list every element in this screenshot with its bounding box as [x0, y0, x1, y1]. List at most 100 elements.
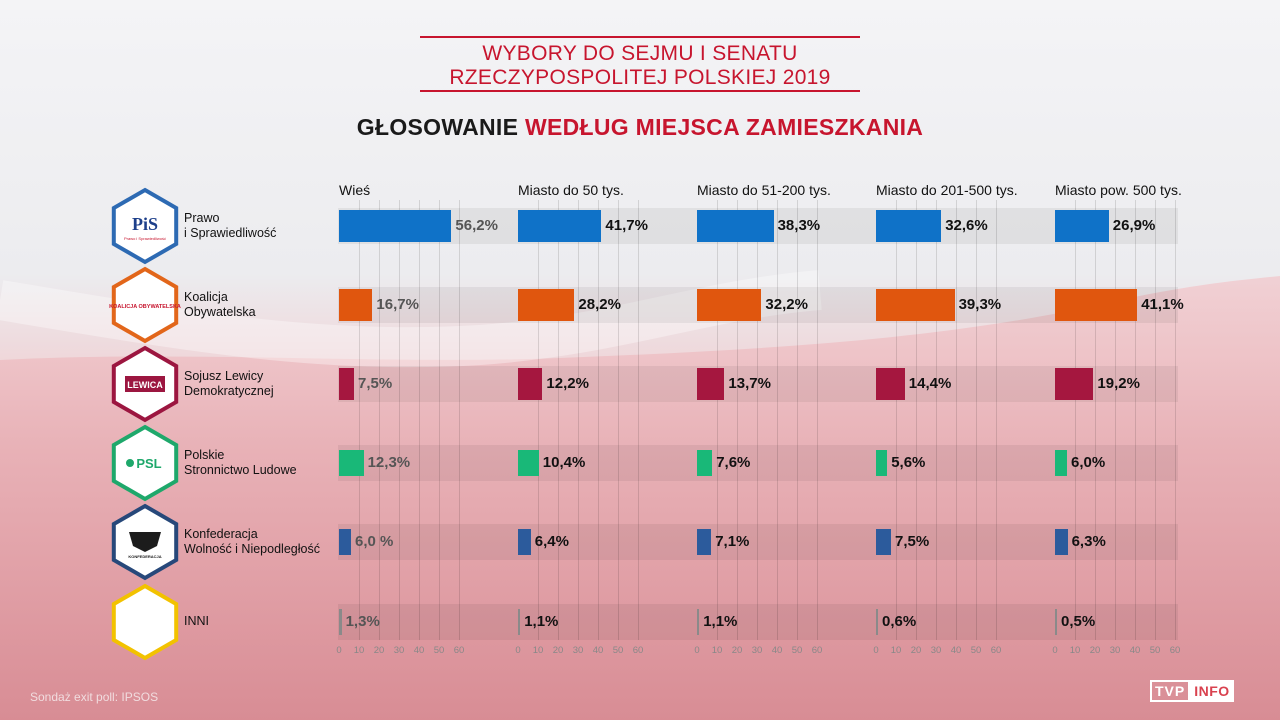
tick-label: 10 [353, 645, 365, 656]
value-label: 41,7% [605, 217, 648, 234]
party-name-line-2: Stronnictwo Ludowe [184, 463, 297, 477]
bar [697, 368, 725, 400]
svg-text:PSL: PSL [136, 456, 161, 471]
bar [697, 210, 774, 242]
tick-label: 50 [1149, 645, 1161, 656]
value-label: 39,3% [958, 296, 1002, 313]
chart-subtitle: GŁOSOWANIE WEDŁUG MIEJSCA ZAMIESZKANIA [0, 114, 1280, 141]
tick-label: 0 [515, 645, 521, 656]
gridline [896, 200, 897, 640]
row-band [338, 366, 1178, 402]
tick-label: 30 [751, 645, 763, 656]
value-label: 28,2% [578, 296, 621, 313]
svg-text:KONFEDERACJA: KONFEDERACJA [128, 554, 161, 559]
value-label: 19,2% [1097, 375, 1140, 392]
bar [518, 529, 531, 555]
tick-label: 0 [873, 645, 879, 656]
bar [339, 368, 354, 400]
svg-text:LEWICA: LEWICA [127, 380, 163, 390]
tick-label: 30 [572, 645, 584, 656]
party-name: Sojusz Lewicy Demokratycznej [184, 369, 274, 399]
gridline [817, 200, 818, 640]
gridline [419, 200, 420, 640]
tick-label: 60 [811, 645, 823, 656]
tick-label: 50 [791, 645, 803, 656]
tick-label: 60 [1169, 645, 1181, 656]
bar [1055, 289, 1138, 321]
tick-label: 60 [990, 645, 1002, 656]
tick-label: 40 [771, 645, 783, 656]
tick-label: 10 [532, 645, 544, 656]
ko-logo-icon: KOALICJA OBYWATELSKA [105, 265, 185, 345]
value-label: 7,1% [715, 533, 750, 550]
konfederacja-logo-icon: KONFEDERACJA [105, 502, 185, 582]
tick-label: 20 [373, 645, 385, 656]
party-name: Polskie Stronnictwo Ludowe [184, 448, 297, 478]
tick-label: 60 [453, 645, 465, 656]
bar [339, 210, 452, 242]
party-name-line-2: Wolność i Niepodległość [184, 542, 320, 556]
bar [1055, 529, 1068, 555]
party-name-line-2: i Sprawiedliwość [184, 226, 277, 240]
value-label: 38,3% [777, 217, 821, 234]
party-name-line-1: Prawo [184, 211, 220, 225]
bar [1055, 368, 1094, 400]
gridline [717, 200, 718, 640]
gridline [916, 200, 917, 640]
title-line-2: RZECZYPOSPOLITEJ POLSKIEJ 2019 [449, 66, 831, 89]
tick-label: 20 [910, 645, 922, 656]
bar [697, 609, 700, 635]
column-header: Miasto do 201-500 tys. [876, 182, 1018, 198]
tick-label: 20 [1089, 645, 1101, 656]
bar [876, 368, 905, 400]
party-name-line-1: Koalicja [184, 290, 228, 304]
party-name-line-1: Konfederacja [184, 527, 258, 541]
row-band [338, 604, 1178, 640]
tick-label: 60 [632, 645, 644, 656]
bar [1055, 609, 1057, 635]
gridline [996, 200, 997, 640]
gridline [737, 200, 738, 640]
column-header: Miasto pow. 500 tys. [1055, 182, 1182, 198]
gridline [777, 200, 778, 640]
value-label: 56,2% [455, 217, 498, 234]
bar [876, 450, 888, 476]
svg-text:PiS: PiS [132, 214, 158, 234]
bar [697, 289, 762, 321]
value-label: 7,5% [895, 533, 930, 550]
title-line-1: WYBORY DO SEJMU I SENATU [482, 42, 798, 65]
value-label: 7,5% [358, 375, 393, 392]
value-label: 1,1% [703, 613, 738, 630]
bar [518, 609, 521, 635]
value-label: 13,7% [728, 375, 771, 392]
bar [339, 529, 351, 555]
gridline [598, 200, 599, 640]
value-label: 12,3% [367, 454, 411, 471]
gridline [379, 200, 380, 640]
tick-label: 40 [1129, 645, 1141, 656]
tick-label: 0 [694, 645, 700, 656]
gridline [359, 200, 360, 640]
gridline [459, 200, 460, 640]
value-label: 6,0 % [355, 533, 394, 550]
value-label: 32,6% [945, 217, 988, 234]
gridline [976, 200, 977, 640]
gridline [757, 200, 758, 640]
pis-logo-icon: PiS Prawo i Sprawiedliwość [105, 186, 185, 266]
gridline [797, 200, 798, 640]
bar [1055, 450, 1067, 476]
bar [518, 450, 539, 476]
party-name-line-1: INNI [184, 614, 209, 628]
subtitle-part-1: GŁOSOWANIE [356, 114, 519, 140]
svg-text:Prawo i Sprawiedliwość: Prawo i Sprawiedliwość [124, 236, 166, 241]
gridline [1135, 200, 1136, 640]
empty-logo-icon [105, 582, 185, 662]
column-header: Miasto do 50 tys. [518, 182, 624, 198]
tick-label: 0 [336, 645, 342, 656]
gridline [558, 200, 559, 640]
column-header: Miasto do 51-200 tys. [697, 182, 831, 198]
gridline [1175, 200, 1176, 640]
value-label: 1,1% [524, 613, 559, 630]
value-label: 26,9% [1112, 217, 1156, 234]
bar [339, 450, 364, 476]
